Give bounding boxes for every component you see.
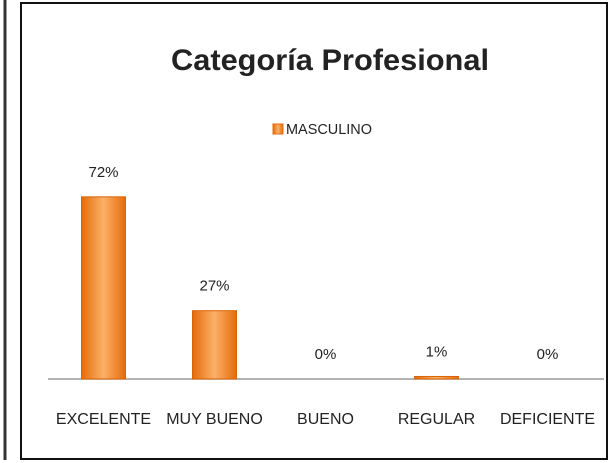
legend-swatch	[272, 123, 284, 135]
data-label: 27%	[199, 278, 229, 295]
bar	[414, 375, 459, 380]
data-label: 0%	[537, 346, 559, 363]
x-tick-label: BUENO	[297, 411, 354, 428]
bar	[81, 196, 126, 380]
x-tick-label: MUY BUENO	[166, 411, 263, 428]
x-tick-label: REGULAR	[398, 411, 475, 428]
chart-title: Categoría Profesional	[171, 44, 489, 77]
bar	[192, 310, 237, 380]
x-tick-label: DEFICIENTE	[500, 411, 595, 428]
legend-label: MASCULINO	[286, 121, 372, 138]
data-label: 72%	[88, 164, 118, 181]
x-tick-label: EXCELENTE	[56, 411, 151, 428]
data-label: 0%	[315, 346, 337, 363]
data-label: 1%	[426, 343, 448, 360]
